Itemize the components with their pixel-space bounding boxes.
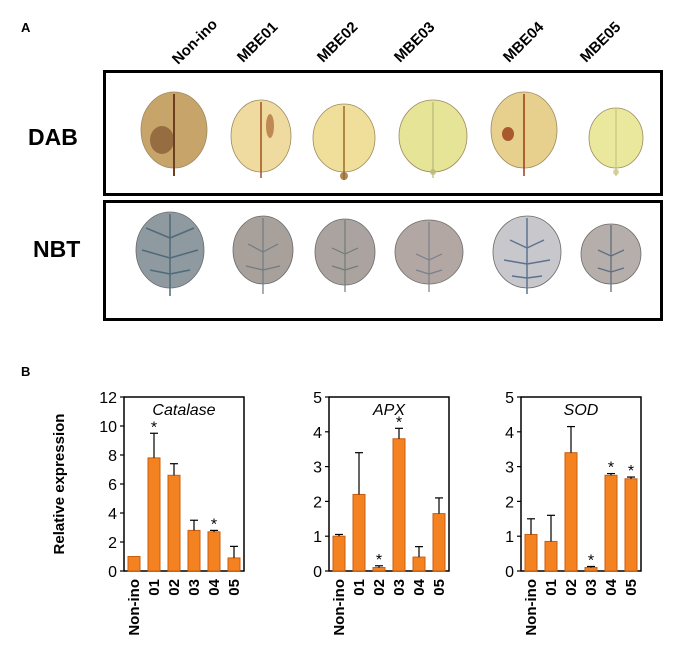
chart-2-ytick-label: 1 (505, 529, 514, 546)
chart-0-y-axis-title: Relative expression (51, 414, 68, 555)
nbt-leaf-mbe01 (232, 215, 294, 294)
chart-1-ytick-label: 0 (313, 564, 322, 581)
chart-2-plot-frame (520, 396, 642, 572)
chart-2-significance-star: * (628, 463, 634, 480)
chart-1-category-label: 03 (391, 579, 408, 596)
chart-0-bar (147, 457, 161, 572)
chart-0-category-label: 05 (226, 579, 243, 596)
chart-0-significance-star: * (211, 516, 217, 533)
chart-1-category-label: 01 (351, 579, 368, 596)
chart-1-bar (332, 535, 346, 572)
chart-1-ytick-label: 5 (313, 390, 322, 407)
chart-2-bar (544, 540, 558, 572)
row-label-nbt: NBT (33, 236, 81, 262)
chart-2-category-label: Non-ino (523, 579, 540, 636)
dab-leaf-mbe02 (312, 103, 376, 180)
chart-1-category-label: 04 (411, 578, 428, 595)
chart-1-ytick-label: 3 (313, 460, 322, 477)
chart-0-ytick-label: 4 (108, 506, 117, 523)
chart-2-bar (604, 474, 618, 572)
chart-2-significance-star: * (588, 552, 594, 569)
chart-2-ytick-label: 4 (505, 425, 514, 442)
row-label-dab: DAB (28, 124, 78, 150)
chart-0-category-label: 03 (186, 579, 203, 596)
chart-0-bar (187, 529, 201, 572)
nbt-leaf-mbe03 (394, 219, 464, 292)
chart-0-plot-frame (123, 396, 245, 572)
nbt-leaf-mbe05 (580, 223, 642, 292)
dab-leaf-mbe05 (588, 107, 644, 176)
chart-1-title: APX (372, 402, 406, 419)
chart-2-ytick-label: 2 (505, 494, 514, 511)
chart-0-ytick-label: 10 (99, 419, 117, 436)
chart-1-ytick-label: 4 (313, 425, 322, 442)
chart-1-bar (352, 493, 366, 572)
chart-1-significance-star: * (376, 552, 382, 569)
chart-1-plot-frame (328, 396, 450, 572)
chart-2-ytick-label: 0 (505, 564, 514, 581)
chart-0-ytick-label: 0 (108, 564, 117, 581)
chart-0-bar (127, 556, 141, 572)
panel-a-label: A (21, 20, 31, 35)
chart-1-bar (432, 513, 446, 572)
chart-0-bar (207, 531, 221, 572)
chart-0-title: Catalase (152, 402, 215, 419)
nbt-leaf-mbe04 (492, 215, 562, 294)
nbt-frame (103, 200, 663, 321)
chart-1-category-label: Non-ino (331, 579, 348, 636)
dab-frame (103, 70, 663, 196)
chart-2-ytick-label: 3 (505, 460, 514, 477)
dab-leaf-mbe01 (230, 99, 292, 178)
chart-2-category-label: 04 (603, 578, 620, 595)
chart-0-ytick-label: 12 (99, 390, 117, 407)
chart-2-significance-star: * (608, 460, 614, 477)
chart-2-bar (524, 533, 538, 572)
chart-2-ytick-label: 5 (505, 390, 514, 407)
chart-1-ytick-label: 2 (313, 494, 322, 511)
chart-0-ytick-label: 6 (108, 477, 117, 494)
nbt-leaf-non-ino (135, 211, 205, 296)
chart-0-category-label: 01 (146, 579, 163, 596)
chart-0-bar (167, 474, 181, 572)
chart-0-ytick-label: 8 (108, 448, 117, 465)
chart-1-bar (392, 438, 406, 572)
chart-2-category-label: 03 (583, 579, 600, 596)
chart-0-category-label: Non-ino (126, 579, 143, 636)
chart-1-category-label: 02 (371, 579, 388, 596)
chart-0-significance-star: * (151, 419, 157, 436)
dab-leaf-mbe03 (398, 99, 468, 178)
chart-2-title: SOD (564, 402, 599, 419)
dab-leaf-mbe04 (490, 91, 558, 176)
chart-2-category-label: 05 (623, 579, 640, 596)
chart-1-ytick-label: 1 (313, 529, 322, 546)
chart-1-significance-star: * (396, 414, 402, 431)
chart-0-ytick-label: 2 (108, 535, 117, 552)
chart-0-category-label: 02 (166, 579, 183, 596)
chart-1-category-label: 05 (431, 579, 448, 596)
nbt-leaf-mbe02 (314, 218, 376, 292)
chart-2-bar (564, 452, 578, 572)
chart-0-bar (227, 557, 241, 572)
dab-leaf-non-ino (140, 91, 208, 176)
panel-b-label: B (21, 364, 31, 379)
chart-0-category-label: 04 (206, 578, 223, 595)
chart-2-bar (624, 478, 638, 572)
chart-1-bar (412, 556, 426, 572)
chart-2-category-label: 01 (543, 579, 560, 596)
chart-2-category-label: 02 (563, 579, 580, 596)
